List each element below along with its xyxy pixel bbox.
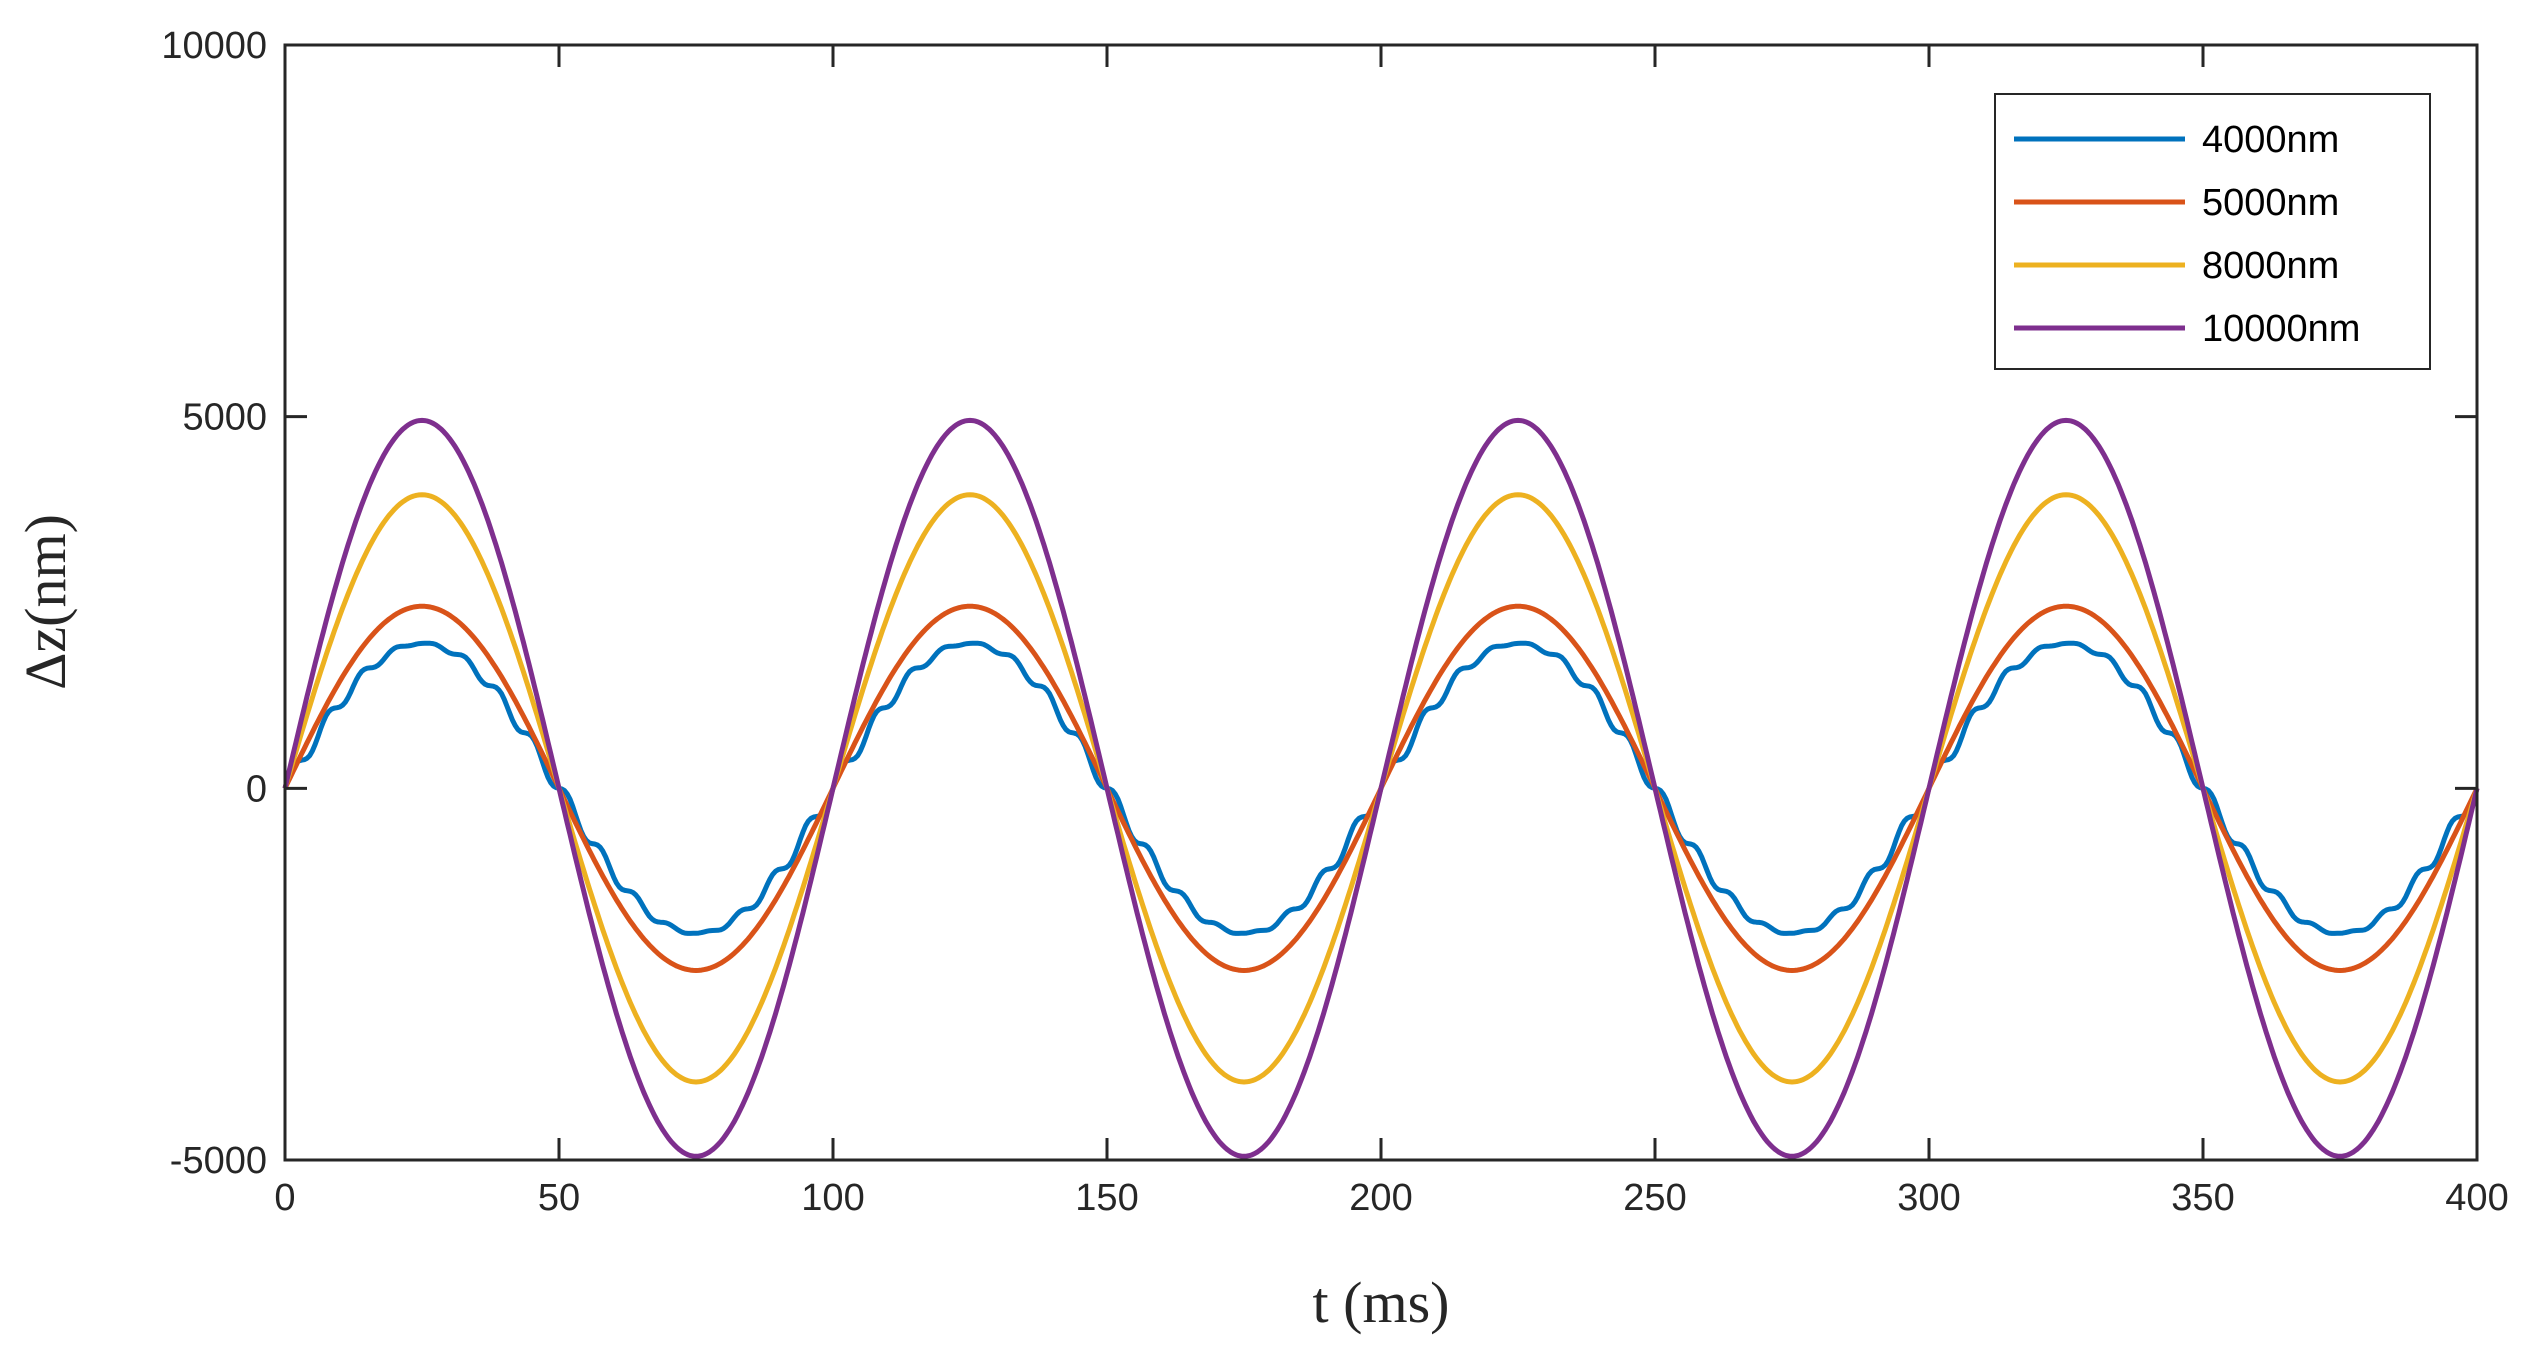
y-axis: -5000 0 5000 10000 — [161, 25, 2477, 1182]
x-tick-label: 150 — [1075, 1177, 1138, 1219]
series-layer — [282, 417, 2480, 1159]
y-tick-label: 10000 — [161, 25, 267, 67]
y-tick-label: -5000 — [170, 1140, 267, 1182]
x-tick-label: 400 — [2445, 1177, 2508, 1219]
legend: 4000nm 5000nm 8000nm 10000nm — [1994, 93, 2431, 370]
x-tick-label: 300 — [1897, 1177, 1960, 1219]
x-axis: 0 50 100 150 200 250 300 350 400 — [274, 45, 2509, 1219]
x-tick-label: 0 — [274, 1177, 295, 1219]
y-axis-label: Δz(nm) — [13, 514, 78, 690]
x-tick-label: 350 — [2171, 1177, 2234, 1219]
y-tick-label: 0 — [246, 768, 267, 810]
series-line-10000nm — [282, 417, 2480, 1159]
legend-label-4000nm: 4000nm — [2202, 119, 2339, 161]
y-tick-label: 5000 — [182, 397, 267, 439]
x-tick-label: 200 — [1349, 1177, 1412, 1219]
x-tick-label: 50 — [538, 1177, 580, 1219]
x-axis-label: t (ms) — [1313, 1270, 1450, 1335]
x-tick-label: 100 — [801, 1177, 864, 1219]
legend-label-8000nm: 8000nm — [2202, 245, 2339, 287]
legend-label-5000nm: 5000nm — [2202, 182, 2339, 224]
x-tick-label: 250 — [1623, 1177, 1686, 1219]
legend-label-10000nm: 10000nm — [2202, 308, 2360, 350]
